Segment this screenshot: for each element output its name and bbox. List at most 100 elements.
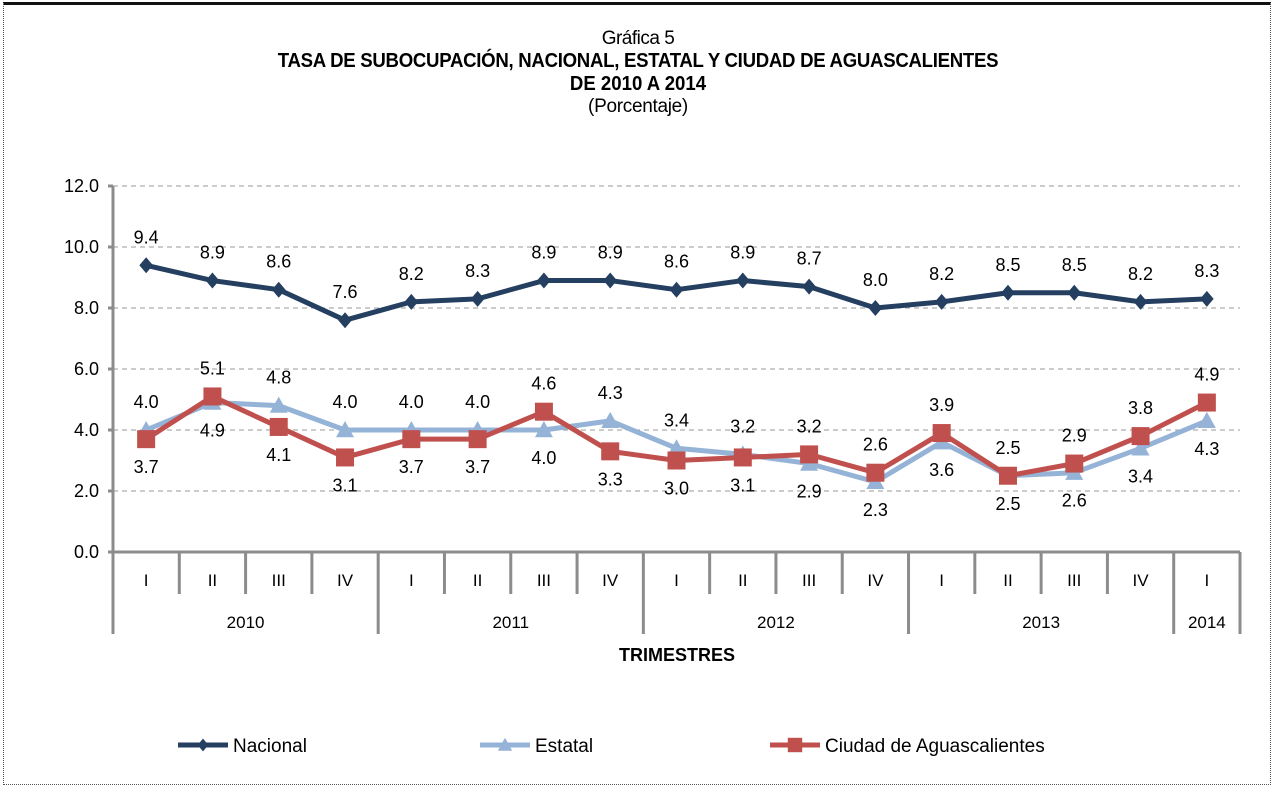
data-point-ciudad-de-aguascalientes xyxy=(932,424,951,443)
data-label-ciudad-de-aguascalientes: 4.9 xyxy=(1194,365,1219,385)
legend-item-ciudad-de-aguascalientes: Ciudad de Aguascalientes xyxy=(770,736,1045,757)
legend-label-estatal: Estatal xyxy=(535,736,593,757)
chart-number: Gráfica 5 xyxy=(601,28,675,49)
chart-title-years: DE 2010 A 2014 xyxy=(569,73,707,95)
data-point-ciudad-de-aguascalientes xyxy=(800,445,819,464)
y-tick-label: 12.0 xyxy=(64,176,99,196)
x-year-label: 2010 xyxy=(227,613,265,632)
y-axis: 0.0 2.0 4.0 6.0 8.0 10.0 12.0 xyxy=(64,176,115,562)
data-point-estatal xyxy=(534,421,553,438)
x-category-label: II xyxy=(473,571,482,590)
data-point-estatal xyxy=(601,411,620,429)
data-label-estatal: 4.3 xyxy=(598,383,623,403)
data-point-nacional xyxy=(934,293,949,310)
data-label-nacional: 8.2 xyxy=(1128,264,1153,284)
data-point-nacional xyxy=(1200,290,1214,307)
data-label-estatal: 3.4 xyxy=(664,410,689,430)
x-category-label: I xyxy=(409,571,414,590)
data-point-ciudad-de-aguascalientes xyxy=(402,430,421,449)
data-label-estatal: 4.0 xyxy=(465,392,490,412)
data-label-nacional: 8.5 xyxy=(1062,255,1087,275)
data-label-nacional: 8.6 xyxy=(664,252,689,272)
data-point-estatal xyxy=(269,396,288,413)
series-estatal xyxy=(137,393,1216,490)
data-point-ciudad-de-aguascalientes xyxy=(534,402,553,421)
data-point-nacional xyxy=(537,272,551,289)
data-point-nacional xyxy=(1067,284,1082,301)
x-category-label: II xyxy=(738,571,747,590)
data-labels: 9.4 8.9 8.6 7.6 8.2 8.3 8.9 8.9 8.6 8.9 8.7 8.0 8.2 8… xyxy=(134,227,1220,520)
data-point-nacional xyxy=(470,290,485,307)
chart-title: TASA DE SUBOCUPACIÓN, NACIONAL, ESTATAL … xyxy=(277,50,999,72)
data-point-estatal xyxy=(1131,439,1150,456)
x-category-label: I xyxy=(939,571,944,590)
data-point-nacional xyxy=(404,293,419,310)
data-point-ciudad-de-aguascalientes xyxy=(269,417,288,436)
data-label-nacional: 9.4 xyxy=(134,227,159,247)
series-ciudad-de-aguascalientes xyxy=(137,387,1216,485)
x-category-label: II xyxy=(1003,571,1012,590)
data-label-nacional: 8.9 xyxy=(200,243,225,263)
legend-marker-nacional xyxy=(197,738,209,752)
data-label-estatal: 3.2 xyxy=(730,416,755,436)
data-label-ciudad-de-aguascalientes: 4.1 xyxy=(266,445,291,465)
series-nacional xyxy=(139,257,1214,329)
data-label-ciudad-de-aguascalientes: 2.6 xyxy=(863,435,888,455)
data-point-nacional xyxy=(1133,293,1148,310)
x-category-label: III xyxy=(1067,571,1081,590)
data-point-ciudad-de-aguascalientes xyxy=(468,430,487,449)
data-label-estatal: 4.0 xyxy=(399,392,424,412)
data-label-estatal: 2.9 xyxy=(797,482,822,502)
data-label-nacional: 8.0 xyxy=(863,270,888,290)
x-category-label: I xyxy=(1204,571,1209,590)
data-label-estatal: 4.0 xyxy=(531,448,556,468)
data-point-ciudad-de-aguascalientes xyxy=(137,430,156,449)
data-point-ciudad-de-aguascalientes xyxy=(1065,454,1084,473)
x-category-label: IV xyxy=(602,571,619,590)
data-point-nacional xyxy=(139,257,153,274)
data-point-nacional xyxy=(271,281,286,298)
data-label-nacional: 8.9 xyxy=(531,243,556,263)
data-label-estatal: 4.0 xyxy=(333,392,358,412)
data-point-nacional xyxy=(868,300,883,316)
data-point-ciudad-de-aguascalientes xyxy=(601,442,620,461)
x-year-label: 2012 xyxy=(757,613,795,632)
data-point-ciudad-de-aguascalientes xyxy=(203,387,222,406)
data-label-ciudad-de-aguascalientes: 3.1 xyxy=(333,475,358,495)
data-point-ciudad-de-aguascalientes xyxy=(667,451,686,470)
data-label-nacional: 8.2 xyxy=(929,264,954,284)
legend-item-estatal: Estatal xyxy=(480,736,593,757)
data-label-nacional: 8.2 xyxy=(399,264,424,284)
data-label-estatal: 2.6 xyxy=(1062,491,1087,511)
x-category-label: III xyxy=(802,571,816,590)
data-label-nacional: 8.9 xyxy=(730,243,755,263)
x-category-label: I xyxy=(144,571,149,590)
data-point-nacional xyxy=(735,272,750,289)
data-point-nacional xyxy=(802,278,816,295)
x-category-label: IV xyxy=(867,571,884,590)
data-label-estatal: 2.5 xyxy=(995,494,1020,514)
series-lines xyxy=(137,257,1216,490)
title-block: Gráfica 5 TASA DE SUBOCUPACIÓN, NACIONAL… xyxy=(0,28,1276,118)
data-label-estatal: 3.4 xyxy=(1128,466,1153,486)
data-point-nacional xyxy=(603,272,618,289)
x-category-label: III xyxy=(272,571,286,590)
x-year-label: 2014 xyxy=(1188,613,1226,632)
data-point-estatal xyxy=(336,421,355,438)
data-label-estatal: 3.6 xyxy=(929,460,954,480)
y-tick-label: 2.0 xyxy=(74,481,99,501)
data-point-ciudad-de-aguascalientes xyxy=(998,466,1017,485)
x-year-label: 2013 xyxy=(1022,613,1060,632)
data-label-estatal: 4.0 xyxy=(134,392,159,412)
data-point-nacional xyxy=(1001,284,1015,301)
data-point-estatal xyxy=(667,439,686,456)
data-point-ciudad-de-aguascalientes xyxy=(1131,427,1150,446)
data-point-ciudad-de-aguascalientes xyxy=(733,448,752,467)
data-label-nacional: 8.7 xyxy=(797,249,822,269)
legend-label-ciudad-de-aguascalientes: Ciudad de Aguascalientes xyxy=(825,736,1045,757)
data-label-ciudad-de-aguascalientes: 3.0 xyxy=(664,479,689,499)
data-label-ciudad-de-aguascalientes: 5.1 xyxy=(200,358,225,378)
data-point-nacional xyxy=(669,281,684,298)
